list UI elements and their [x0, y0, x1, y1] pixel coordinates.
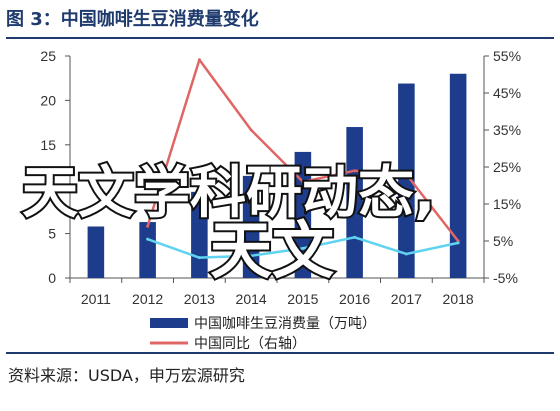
x-tick-label: 2016 [339, 291, 370, 307]
bar [87, 226, 105, 278]
watermark-line-2: 天文 [210, 214, 334, 287]
left-tick-label: 5 [48, 226, 56, 242]
right-tick-label: -5% [493, 270, 518, 286]
line-point [404, 172, 408, 176]
legend-swatch [150, 318, 188, 328]
source-note: 资料来源：USDA，申万宏源研究 [8, 366, 245, 385]
x-tick-label: 2017 [391, 291, 422, 307]
line-point [197, 58, 201, 62]
bar [242, 175, 260, 278]
legend-label: 中国同比（右轴） [194, 336, 306, 350]
title-divider [6, 37, 554, 39]
legend-label: 中国咖啡生豆消费量（万吨） [194, 316, 376, 332]
left-tick-label: 20 [40, 92, 56, 108]
line-point [249, 128, 253, 132]
line-point [404, 252, 408, 256]
right-tick-label: 15% [493, 196, 521, 212]
line-point [146, 237, 150, 241]
right-tick-label: 55% [493, 48, 521, 64]
line-point [146, 224, 150, 228]
bar [346, 127, 363, 278]
bar [139, 222, 156, 278]
right-tick-label: 35% [493, 122, 521, 138]
chart: 0 5 10 15 20 25 -5% 5% 15% 25% 35% 45% 55% 2011 2012 20… [20, 48, 521, 350]
left-tick-label: 10 [40, 181, 56, 197]
line-point [301, 180, 305, 184]
line-point [353, 235, 357, 239]
left-tick-label: 15 [40, 137, 56, 153]
line-point [353, 169, 357, 173]
watermark-overlay: 天文学科研动态,天文 [20, 159, 437, 289]
line-point [197, 256, 201, 260]
left-tick-label: 25 [40, 48, 56, 64]
legend: 中国咖啡生豆消费量（万吨）中国同比（右轴）世界同比（右轴） [150, 316, 376, 350]
watermark-line-1: 天文学科研动态, [22, 161, 435, 226]
x-tick-label: 2012 [132, 291, 163, 307]
footer-divider [6, 352, 554, 354]
x-tick-label: 2014 [236, 291, 267, 307]
line-series [146, 58, 460, 260]
x-tick-label: 2013 [184, 291, 215, 307]
bar [398, 83, 415, 278]
line-point [249, 254, 253, 258]
line-point [301, 246, 305, 250]
right-tick-label: 45% [493, 85, 521, 101]
left-tick-label: 0 [48, 270, 56, 286]
x-tick-label: 2018 [443, 291, 474, 307]
chart-title: 图 3：中国咖啡生豆消费量变化 [6, 9, 259, 30]
axes: 0 5 10 15 20 25 -5% 5% 15% 25% 35% 45% 55% 2011 2012 20… [40, 48, 521, 307]
line-point [456, 241, 460, 245]
right-tick-label: 5% [493, 233, 513, 249]
bar [449, 73, 467, 278]
right-tick-label: 25% [493, 159, 521, 175]
x-tick-label: 2011 [81, 291, 111, 307]
x-tick-label: 2015 [287, 291, 318, 307]
